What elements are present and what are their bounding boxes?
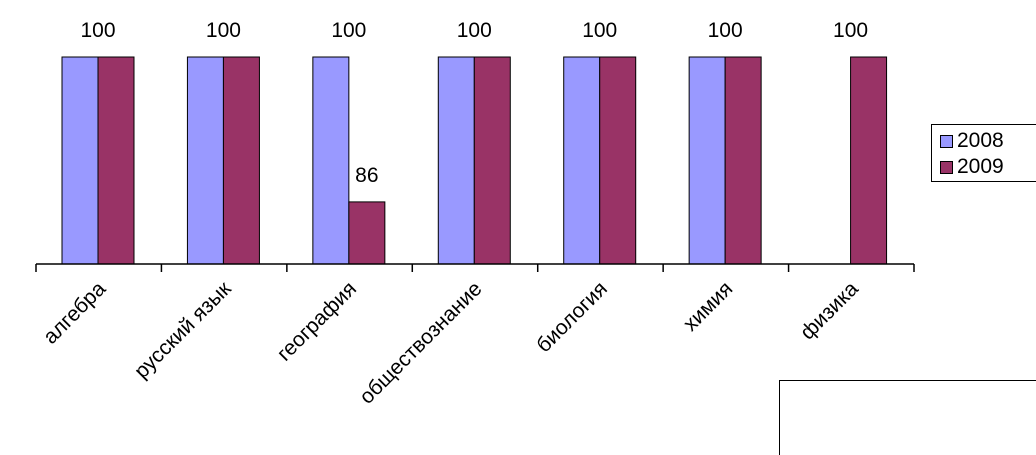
bar-2009-3 (473, 56, 511, 265)
data-label-0: 100 (80, 19, 115, 42)
empty-frame (779, 380, 1036, 455)
bar-2008-3 (437, 56, 475, 265)
bar-2009-5 (724, 56, 762, 265)
bar-2008-1 (186, 56, 224, 265)
bar-2009-1 (222, 56, 260, 265)
bar-2008-2 (312, 56, 350, 265)
x-tick-label-0: алгебра (39, 277, 111, 349)
legend-label-2008: 2008 (957, 129, 1004, 152)
data-label-4: 100 (457, 19, 492, 42)
x-tick-label-3: обществознание (355, 277, 486, 408)
bar-2009-0 (97, 56, 135, 265)
bar-2008-0 (61, 56, 99, 265)
bar-2009-6 (850, 56, 888, 265)
data-label-1: 100 (206, 19, 241, 42)
data-label-7: 100 (833, 19, 868, 42)
data-label-3: 86 (355, 164, 378, 187)
x-tick-label-4: биология (532, 277, 612, 357)
x-tick-label-5: химия (679, 277, 738, 336)
legend-item-2008: 2008 (940, 129, 1004, 153)
legend-swatch-2008 (940, 134, 953, 148)
data-label-2: 100 (331, 19, 366, 42)
legend-label-2009: 2009 (957, 155, 1004, 178)
bar-2009-2 (348, 201, 386, 265)
x-tick-label-2: география (273, 277, 361, 365)
data-label-6: 100 (708, 19, 743, 42)
bar-2008-5 (688, 56, 726, 265)
data-label-5: 100 (582, 19, 617, 42)
chart-legend: 2008 2009 (931, 124, 1036, 182)
bar-2008-4 (563, 56, 601, 265)
legend-item-2009: 2009 (940, 155, 1004, 179)
legend-swatch-2009 (940, 160, 953, 174)
bar-2009-4 (599, 56, 637, 265)
x-tick-label-1: русский язык (130, 277, 236, 383)
x-tick-label-6: физика (796, 277, 863, 344)
